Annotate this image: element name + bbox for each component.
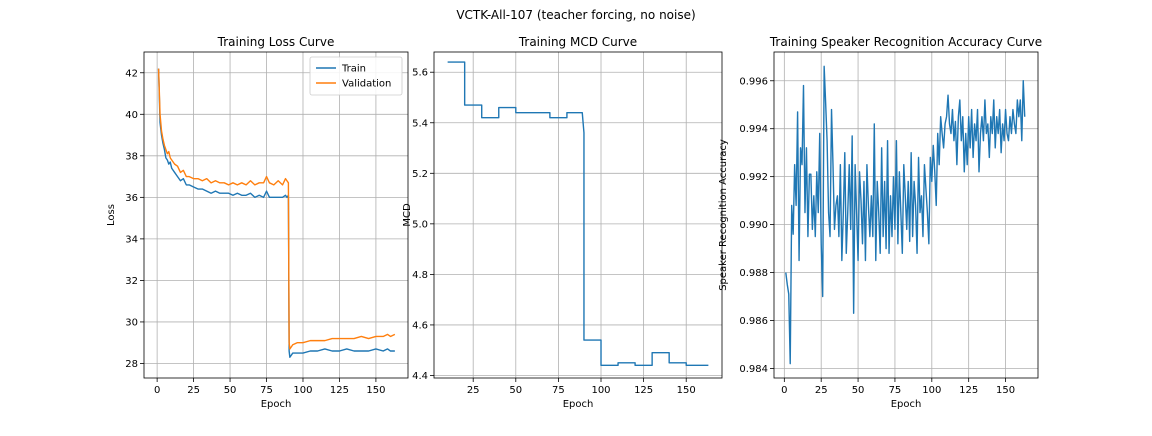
speaker-accuracy-x-tick-label: 0 [781,385,787,396]
loss-y-tick-label: 36 [125,193,138,204]
mcd-y-tick-label: 4.8 [412,270,428,281]
mcd-y-tick-label: 5.6 [412,68,428,79]
loss-y-tick-label: 40 [125,110,138,121]
mcd-series-line [447,61,709,367]
figure-suptitle: VCTK-All-107 (teacher forcing, no noise) [456,8,695,22]
loss-x-tick-label: 0 [154,385,160,396]
loss-x-tick-label: 25 [187,385,200,396]
speaker-accuracy-x-tick-label: 100 [922,385,941,396]
speaker-accuracy-curve-panel: 0 25 50 75 100 125 150 0.984 0.986 0.988 0.990 0.99… [718,35,1042,410]
speaker-accuracy-x-tick-label: 150 [996,385,1015,396]
speaker-accuracy-y-tick-label: 0.992 [739,172,768,183]
loss-y-axis-label: Loss [106,204,117,226]
mcd-x-tick-label: 125 [634,385,653,396]
loss-x-tick-label: 150 [366,385,385,396]
loss-series-line-validation [157,68,396,350]
loss-chart-title: Training Loss Curve [217,35,335,49]
loss-y-tick-label: 30 [125,317,138,328]
loss-x-tick-label: 100 [293,385,312,396]
mcd-y-tick-label: 5.4 [412,118,428,129]
loss-legend-label: Validation [342,79,391,90]
loss-y-tick-label: 34 [125,234,138,245]
speaker-accuracy-x-tick-label: 75 [889,385,902,396]
speaker-accuracy-x-tick-label: 25 [815,385,828,396]
speaker-accuracy-axes-frame [773,51,1039,379]
speaker-accuracy-y-tick-label: 0.988 [739,268,768,279]
mcd-y-tick-label: 5.0 [412,219,428,230]
speaker-accuracy-y-tick-label: 0.990 [739,220,768,231]
mcd-x-tick-label: 100 [591,385,610,396]
loss-y-tick-label: 32 [125,276,138,287]
speaker-accuracy-y-axis-label: Speaker Recognition Accuracy [718,139,729,291]
mcd-x-axis-label: Epoch [563,399,594,410]
loss-y-tick-label: 38 [125,151,138,162]
speaker-accuracy-y-tick-label: 0.994 [739,124,768,135]
loss-curve-panel: 0 25 50 75 100 125 150 28 30 32 34 36 38 40 42 Training… [106,35,409,410]
speaker-accuracy-y-tick-label: 0.984 [739,364,768,375]
mcd-axes-frame [433,51,723,379]
speaker-accuracy-y-tick-label: 0.986 [739,316,768,327]
loss-x-tick-label: 125 [330,385,349,396]
mcd-x-tick-label: 75 [552,385,565,396]
loss-legend-label: Train [341,64,366,75]
loss-x-axis-label: Epoch [261,399,292,410]
mcd-y-tick-label: 4.6 [412,320,428,331]
mcd-x-tick-label: 25 [467,385,480,396]
mcd-y-tick-label: 5.2 [412,169,428,180]
speaker-accuracy-series-line [785,65,1026,365]
speaker-accuracy-x-tick-label: 50 [852,385,865,396]
loss-axes-frame [143,51,409,379]
loss-x-tick-label: 75 [260,385,273,396]
mcd-x-tick-label: 150 [677,385,696,396]
loss-legend-box [309,56,403,96]
loss-y-tick-label: 28 [125,359,138,370]
loss-y-tick-label: 42 [125,68,138,79]
speaker-accuracy-x-tick-label: 125 [959,385,978,396]
speaker-accuracy-chart-title: Training Speaker Recognition Accuracy Cu… [769,35,1042,49]
mcd-y-tick-label: 4.4 [412,371,428,382]
mcd-chart-title: Training MCD Curve [518,35,637,49]
speaker-accuracy-y-tick-label: 0.996 [739,76,768,87]
mcd-x-tick-label: 50 [509,385,522,396]
mcd-y-axis-label: MCD [402,203,413,227]
loss-series-line-train [157,68,395,358]
speaker-accuracy-x-axis-label: Epoch [891,399,922,410]
mcd-curve-panel: 25 50 75 100 125 150 4.4 4.6 4.8 5.0 5.2 5.4 5.6 Trai… [402,35,723,410]
loss-x-tick-label: 50 [224,385,237,396]
